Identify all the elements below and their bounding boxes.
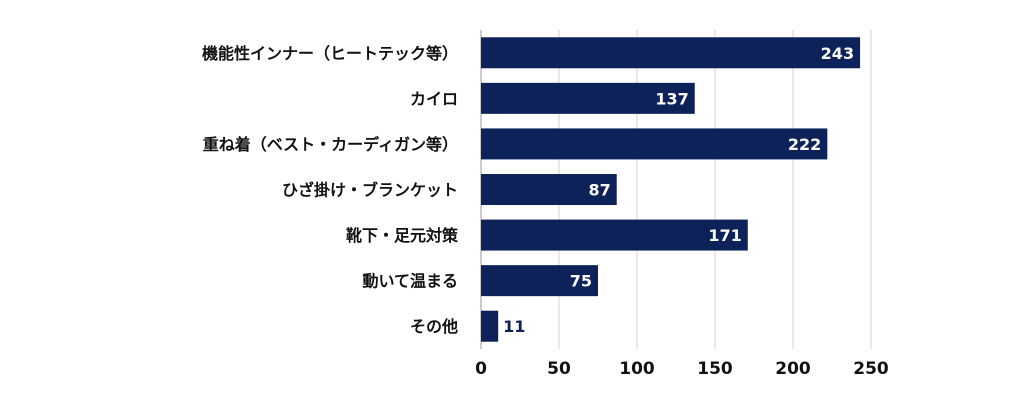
category-label: ひざ掛け・ブランケット [282,181,458,200]
x-tick-label: 0 [475,359,487,379]
bar [481,82,695,114]
bar [481,310,499,342]
category-label: カイロ [410,89,458,108]
bar [481,37,861,69]
category-label: 動いて温まる [362,272,458,291]
category-label: 重ね着（ベスト・カーディガン等） [203,135,458,154]
x-tick-label: 150 [697,359,733,379]
bar [481,219,748,251]
bar [481,128,828,160]
data-label: 137 [655,89,688,108]
data-label: 222 [788,135,821,154]
x-tick-label: 250 [853,359,889,379]
x-tick-label: 100 [619,359,655,379]
x-tick-label: 50 [547,359,571,379]
data-label: 87 [588,181,610,200]
category-label: 靴下・足元対策 [346,226,459,245]
data-label: 243 [821,44,854,63]
data-label: 171 [708,226,741,245]
category-label: その他 [410,317,458,336]
x-tick-label: 200 [775,359,811,379]
category-label: 機能性インナー（ヒートテック等） [202,44,458,63]
data-label: 75 [570,272,592,291]
bar [481,174,617,205]
bar [481,265,598,297]
data-label: 11 [503,317,525,336]
